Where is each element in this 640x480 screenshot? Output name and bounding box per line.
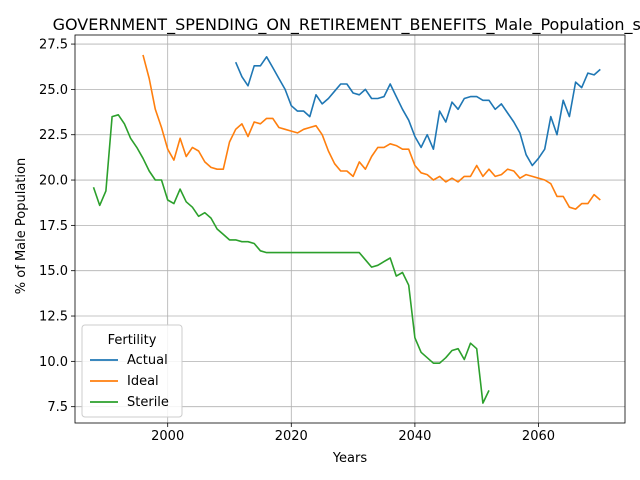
y-tick-label: 17.5 bbox=[39, 219, 68, 234]
y-axis-ticks: 7.5 10.0 12.5 15.0 17.5 20.0 22.5 25.0 27.5 bbox=[39, 38, 75, 415]
y-tick-label: 12.5 bbox=[39, 310, 68, 325]
y-tick-label: 10.0 bbox=[39, 355, 68, 370]
y-tick-label: 15.0 bbox=[39, 264, 68, 279]
x-tick-label: 2000 bbox=[151, 429, 184, 444]
legend: Fertility Actual Ideal Sterile bbox=[81, 324, 183, 418]
y-tick-label: 27.5 bbox=[39, 38, 68, 53]
y-tick-label: 22.5 bbox=[39, 128, 68, 143]
y-tick-label: 7.5 bbox=[47, 400, 68, 415]
x-tick-label: 2060 bbox=[522, 429, 555, 444]
x-axis-ticks: 2000 2020 2040 2060 bbox=[151, 423, 555, 444]
legend-label-actual: Actual bbox=[127, 353, 168, 368]
series-lines bbox=[92, 54, 601, 404]
x-axis-label: Years bbox=[332, 451, 368, 466]
x-tick-label: 2020 bbox=[275, 429, 308, 444]
plot-area-frame bbox=[74, 34, 626, 424]
y-tick-label: 20.0 bbox=[39, 174, 68, 189]
legend-box bbox=[81, 324, 183, 418]
chart-title: GOVERNMENT_SPENDING_ON_RETIREMENT_BENEFI… bbox=[53, 15, 640, 35]
legend-label-ideal: Ideal bbox=[127, 374, 159, 389]
legend-label-sterile: Sterile bbox=[127, 395, 169, 410]
series-line-actual bbox=[234, 55, 601, 167]
x-tick-label: 2040 bbox=[398, 429, 431, 444]
y-axis-label: % of Male Population bbox=[14, 158, 29, 294]
y-tick-label: 25.0 bbox=[39, 83, 68, 98]
grid-lines bbox=[75, 35, 625, 423]
series-line-ideal bbox=[142, 54, 601, 210]
series-line-sterile bbox=[92, 114, 490, 404]
legend-title: Fertility bbox=[108, 333, 157, 348]
